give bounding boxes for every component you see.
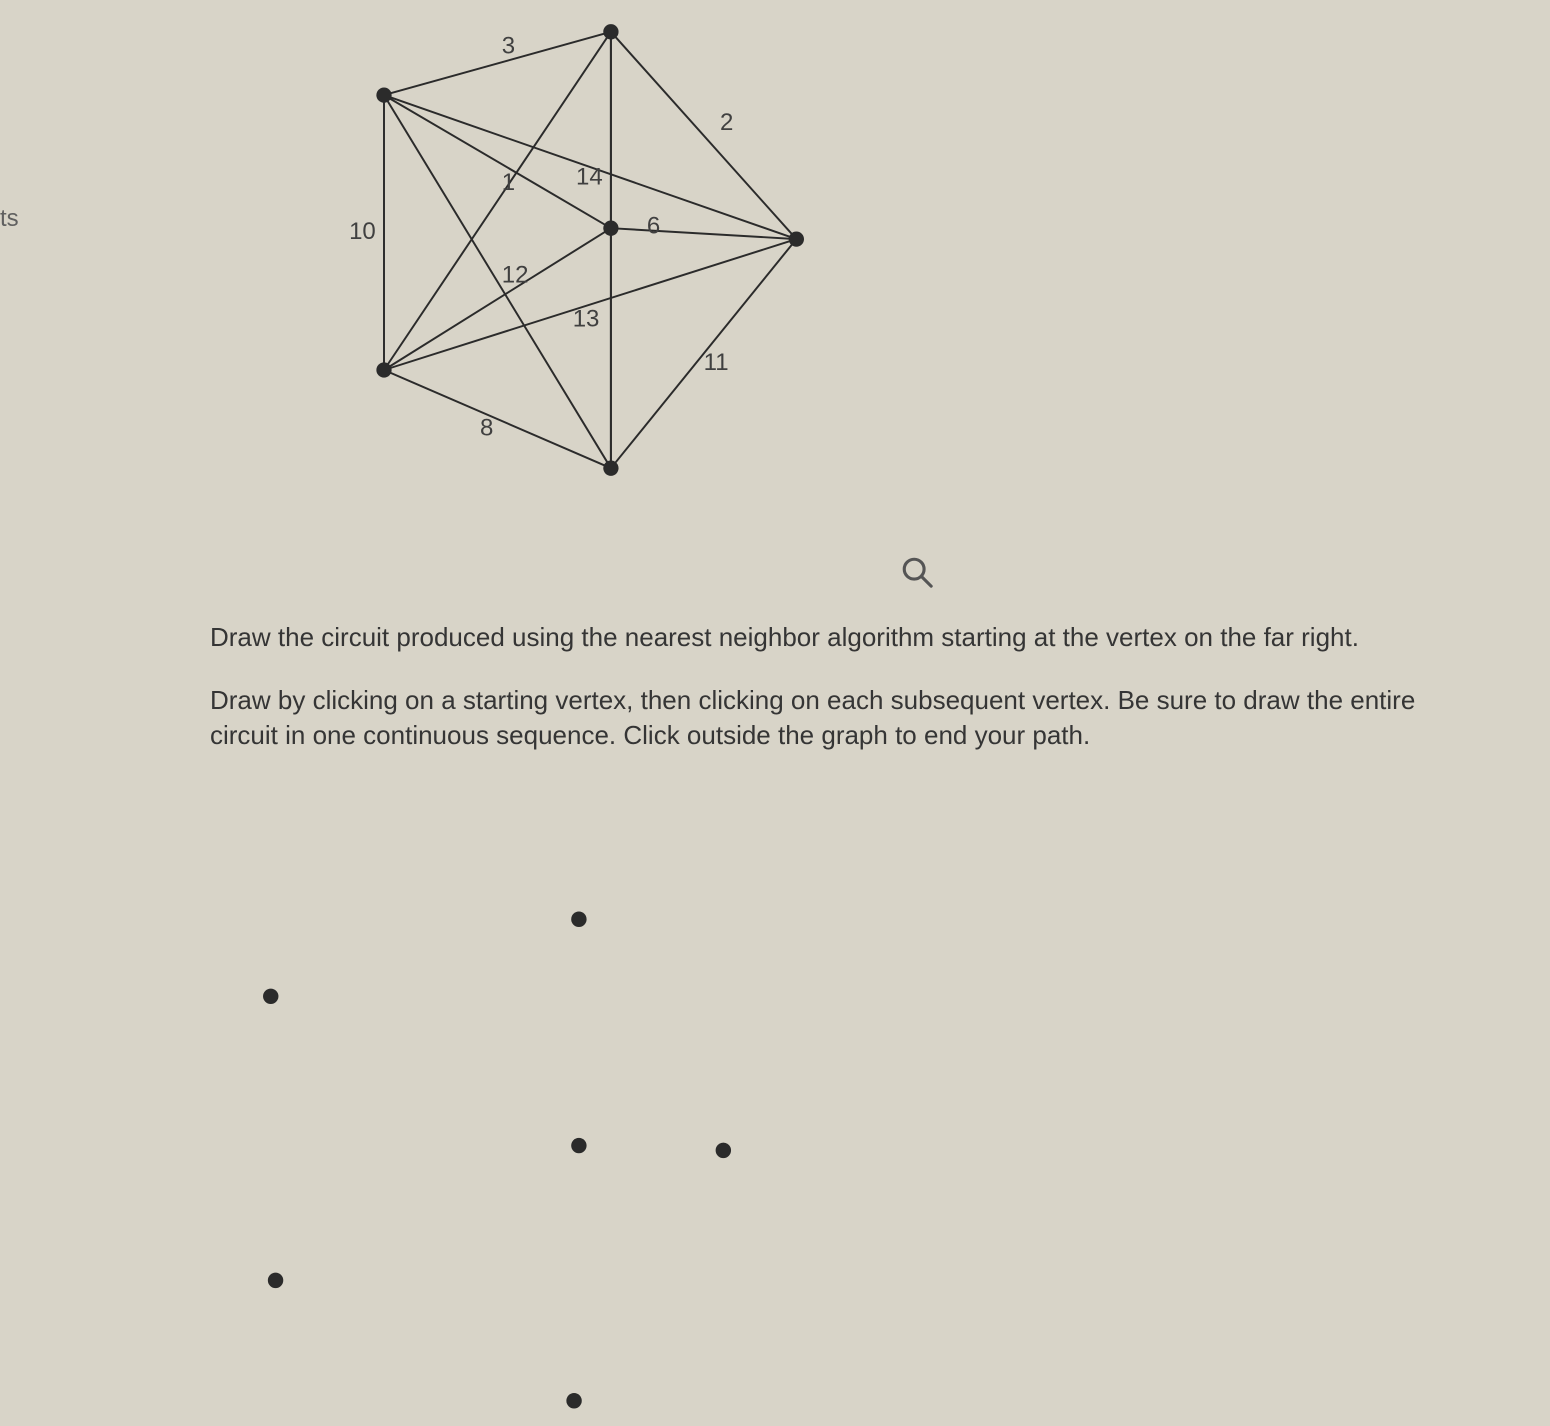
graph-edge bbox=[384, 32, 611, 95]
answer-vertex[interactable] bbox=[716, 1143, 731, 1158]
answer-vertex[interactable] bbox=[263, 989, 278, 1004]
answer-graph[interactable] bbox=[200, 900, 900, 1420]
graph-vertex bbox=[376, 87, 391, 102]
graph-edge bbox=[384, 228, 611, 370]
graph-edge bbox=[611, 32, 796, 239]
edge-weight-label: 12 bbox=[502, 262, 529, 289]
edge-weight-label: 1 bbox=[502, 169, 515, 196]
magnify-icon[interactable] bbox=[900, 555, 934, 589]
edge-weight-label: 2 bbox=[720, 109, 733, 136]
graph-vertex bbox=[603, 461, 618, 476]
answer-vertex[interactable] bbox=[571, 1138, 586, 1153]
graph-edge bbox=[384, 95, 611, 468]
answer-vertex[interactable] bbox=[566, 1393, 581, 1408]
edge-weight-label: 14 bbox=[576, 164, 603, 191]
graph-vertex bbox=[789, 231, 804, 246]
graph-vertex bbox=[603, 24, 618, 39]
page-root: ts 3 2 11 8 10 1 14 6 13 12 Draw the circuit prod… bbox=[0, 0, 1550, 1426]
graph-vertex bbox=[603, 221, 618, 236]
edge-weight-label: 10 bbox=[349, 218, 376, 245]
graph-edge bbox=[384, 370, 611, 468]
edge-weight-label: 3 bbox=[502, 33, 515, 60]
edge-weight-label: 11 bbox=[704, 349, 729, 376]
edge-weight-label: 6 bbox=[647, 213, 660, 240]
edge-weight-label: 8 bbox=[480, 414, 493, 441]
answer-graph-svg[interactable] bbox=[200, 900, 900, 1420]
graph-vertex bbox=[376, 362, 391, 377]
instructions-block: Draw the circuit produced using the near… bbox=[210, 620, 1440, 781]
side-label: ts bbox=[0, 205, 19, 233]
top-graph-svg: 3 2 11 8 10 1 14 6 13 12 bbox=[280, 10, 920, 490]
instruction-paragraph-2: Draw by clicking on a starting vertex, t… bbox=[210, 683, 1440, 753]
answer-vertex[interactable] bbox=[571, 912, 586, 927]
instruction-paragraph-1: Draw the circuit produced using the near… bbox=[210, 620, 1440, 655]
edge-weight-label: 13 bbox=[573, 305, 600, 332]
answer-vertex[interactable] bbox=[268, 1273, 283, 1288]
top-graph: 3 2 11 8 10 1 14 6 13 12 bbox=[280, 10, 920, 490]
